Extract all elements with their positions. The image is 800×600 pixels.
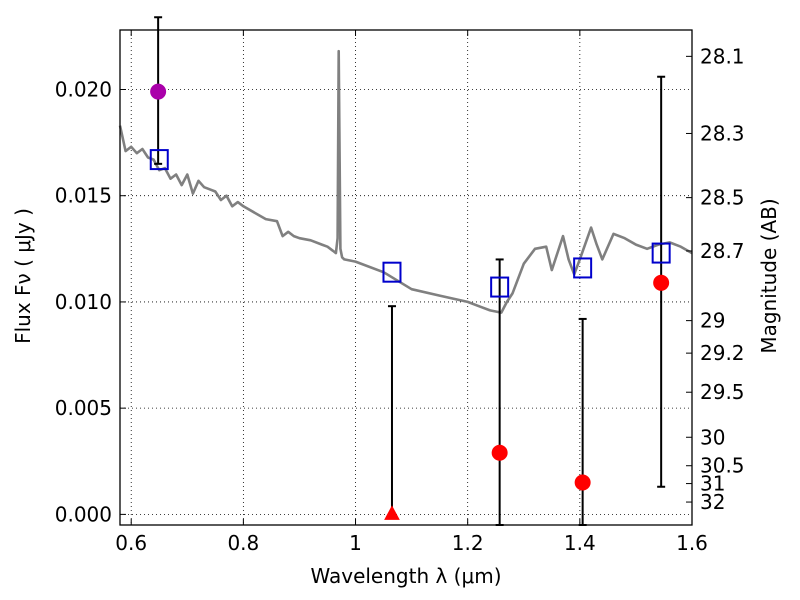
- flux-point: [150, 83, 167, 100]
- model-flux-square: [651, 242, 671, 264]
- errorbar-layer: [154, 16, 666, 526]
- x-tick-label: 0.8: [227, 531, 259, 555]
- spectrum-layer: [118, 49, 693, 314]
- x-tick-label: 1.4: [564, 531, 596, 555]
- y2-tick-label: 30.5: [700, 454, 745, 478]
- plot-frame: [119, 29, 693, 526]
- tick-layer: [120, 30, 693, 525]
- y-tick-label: 0.000: [55, 502, 112, 526]
- y-tick-label: 0.010: [55, 290, 112, 314]
- tick-label-layer: 0.6 0.8 1 1.2 1.4 1.6 0.000 0.005 0.010 0.015 0.02…: [55, 44, 745, 555]
- x-tick-label: 0.6: [115, 531, 147, 555]
- y2-tick-label: 31: [700, 472, 725, 496]
- y-axis-title: Flux Fν ( μJy ): [11, 208, 35, 344]
- model-flux-square: [382, 261, 402, 283]
- y2-tick-label: 29.2: [700, 341, 745, 365]
- flux-point: [653, 274, 670, 291]
- y2-tick-label: 28.5: [700, 186, 745, 210]
- y2-tick-label: 29: [700, 309, 725, 333]
- y2-tick-label: 28.7: [700, 239, 745, 263]
- y-tick-label: 0.005: [55, 396, 112, 420]
- x-tick-label: 1.6: [676, 531, 708, 555]
- y-tick-label: 0.020: [55, 77, 112, 101]
- flux-point: [574, 474, 591, 491]
- model-flux-square: [573, 257, 593, 279]
- y-tick-label: 0.015: [55, 184, 112, 208]
- upper-limit-triangle: [384, 505, 400, 520]
- flux-point: [491, 444, 508, 461]
- model-flux-square: [149, 149, 169, 171]
- y2-tick-label: 32: [700, 490, 725, 514]
- y2-tick-label: 30: [700, 425, 725, 449]
- marker-layer: [149, 83, 671, 520]
- y2-tick-label: 29.5: [700, 380, 745, 404]
- x-tick-label: 1: [349, 531, 362, 555]
- x-tick-label: 1.2: [452, 531, 484, 555]
- grid-layer: [120, 30, 693, 525]
- x-axis-title: Wavelength λ (μm): [310, 564, 501, 588]
- model-flux-square: [490, 276, 510, 298]
- y2-tick-label: 28.1: [700, 44, 745, 68]
- y2-tick-label: 28.3: [700, 121, 745, 145]
- spectrum-line: [118, 49, 693, 314]
- y2-axis-title: Magnitude (AB): [757, 198, 781, 353]
